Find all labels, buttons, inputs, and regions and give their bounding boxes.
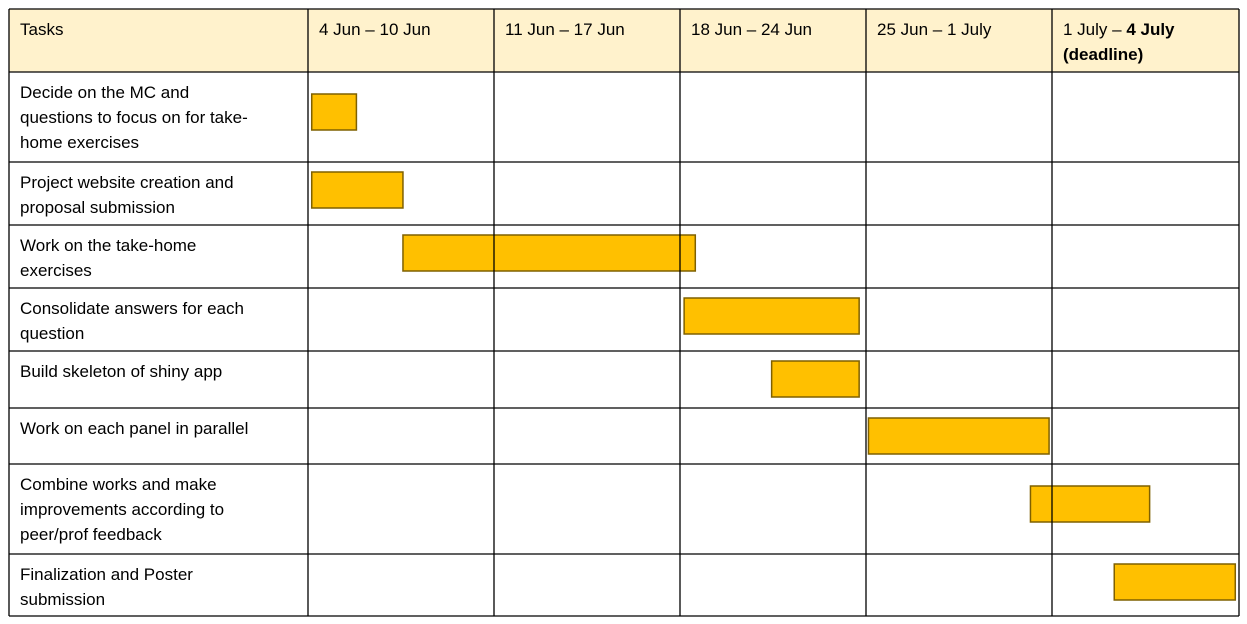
task-label-4: Consolidate answers for each question — [20, 299, 244, 343]
task-bar-7 — [1029, 485, 1151, 523]
task-bar-3 — [402, 234, 697, 272]
header-tasks-label: Tasks — [20, 20, 63, 39]
task-label-8: Finalization and Poster submission — [20, 565, 193, 609]
task-bar-2 — [310, 171, 404, 209]
task-bar-1 — [310, 93, 358, 131]
header-week-5: 1 July – 4 July (deadline) — [1063, 20, 1175, 64]
task-label-5: Build skeleton of shiny app — [20, 362, 222, 381]
task-bar-5 — [770, 360, 860, 398]
header-week-3: 18 Jun – 24 Jun — [691, 20, 812, 39]
task-bar-6 — [867, 417, 1050, 455]
header-week-1: 4 Jun – 10 Jun — [319, 20, 431, 39]
header-week-2: 11 Jun – 17 Jun — [505, 20, 625, 39]
header-week-4: 25 Jun – 1 July — [877, 20, 992, 39]
task-label-7: Combine works and make improvements accor… — [20, 475, 224, 544]
header-row-background — [9, 9, 1239, 72]
task-bar-8 — [1113, 563, 1237, 601]
task-label-1: Decide on the MC and questions to focus o… — [20, 83, 248, 152]
task-label-6: Work on each panel in parallel — [20, 419, 248, 438]
task-label-2: Project website creation and proposal sub… — [20, 173, 234, 217]
task-label-3: Work on the take-home exercises — [20, 236, 196, 280]
task-bar-4 — [683, 297, 860, 335]
